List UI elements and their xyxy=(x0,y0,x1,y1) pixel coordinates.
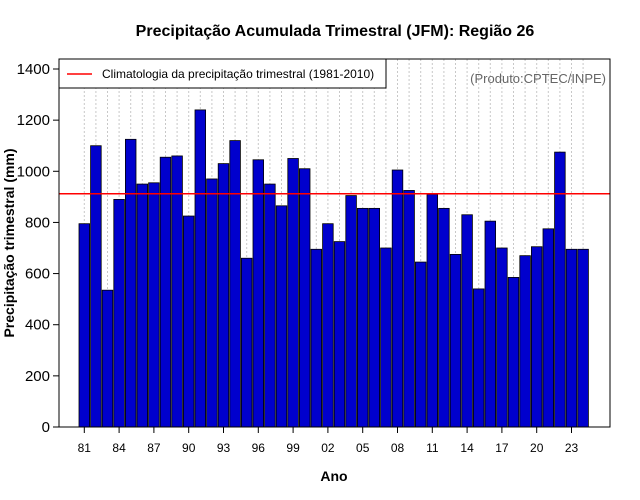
bar-1988 xyxy=(159,156,172,428)
bar-1982 xyxy=(90,145,102,428)
bar-2008 xyxy=(391,169,404,428)
y-tick-label: 1400 xyxy=(17,61,50,78)
bar-2010 xyxy=(414,261,427,428)
legend-label: Climatologia da precipitação trimestral … xyxy=(102,67,374,81)
legend: Climatologia da precipitação trimestral … xyxy=(58,58,387,89)
bar-1989 xyxy=(171,155,183,428)
x-tick-label: 96 xyxy=(252,441,266,455)
bar-2007 xyxy=(380,247,392,428)
source-note: (Produto:CPTEC/INPE) xyxy=(470,71,606,86)
bar-2015 xyxy=(472,288,485,428)
y-tick-label: 0 xyxy=(42,419,50,436)
bar-2014 xyxy=(461,214,473,428)
bar-1991 xyxy=(194,109,207,428)
x-tick-label: 05 xyxy=(356,441,370,455)
bar-2023 xyxy=(565,248,578,428)
bar-1990 xyxy=(182,215,195,428)
x-tick-label: 02 xyxy=(321,441,335,455)
bar-1987 xyxy=(148,182,160,428)
bar-1981 xyxy=(78,223,91,428)
bar-1984 xyxy=(113,199,125,428)
bar-1997 xyxy=(264,183,276,428)
bar-2004 xyxy=(345,195,357,428)
x-tick-label: 17 xyxy=(495,441,509,455)
bar-1993 xyxy=(217,163,230,428)
bar-2024 xyxy=(577,248,589,428)
bar-1983 xyxy=(101,289,114,428)
bar-1992 xyxy=(206,178,218,428)
bar-2012 xyxy=(438,207,450,428)
bar-1999 xyxy=(287,158,299,428)
bar-2009 xyxy=(403,190,415,428)
bar-2001 xyxy=(310,248,323,428)
legend-box xyxy=(58,58,387,89)
x-tick-label: 08 xyxy=(391,441,405,455)
y-axis-label: Precipitação trimestral (mm) xyxy=(1,148,17,337)
bar-2006 xyxy=(368,207,381,428)
chart-title: Precipitação Acumulada Trimestral (JFM):… xyxy=(136,23,535,40)
bar-2011 xyxy=(426,193,439,428)
y-tick-label: 400 xyxy=(25,317,50,334)
x-tick-label: 23 xyxy=(565,441,579,455)
x-tick-label: 87 xyxy=(147,441,161,455)
bar-2002 xyxy=(322,223,334,428)
x-tick-label: 84 xyxy=(112,441,126,455)
y-tick-label: 1200 xyxy=(17,112,50,129)
bars xyxy=(78,109,589,428)
y-tick-label: 800 xyxy=(25,214,50,231)
x-tick-label: 99 xyxy=(286,441,300,455)
bar-2003 xyxy=(333,241,346,428)
bar-1996 xyxy=(252,159,265,428)
x-tick-label: 93 xyxy=(217,441,231,455)
bar-1986 xyxy=(136,183,149,428)
x-tick-label: 14 xyxy=(460,441,474,455)
bar-2017 xyxy=(496,247,508,428)
bar-2016 xyxy=(484,220,497,428)
y-tick-label: 600 xyxy=(25,266,50,283)
y-tick-label: 200 xyxy=(25,368,50,385)
bar-1994 xyxy=(229,140,241,428)
bar-2005 xyxy=(356,207,369,428)
x-tick-label: 20 xyxy=(530,441,544,455)
x-tick-label: 11 xyxy=(426,441,439,455)
bar-2021 xyxy=(542,228,555,428)
bar-2000 xyxy=(298,168,311,428)
bar-2020 xyxy=(531,246,543,428)
bar-2018 xyxy=(507,277,520,428)
y-axis: 0 200 400 600 800 1000 1200 1400 xyxy=(17,61,59,436)
bar-1995 xyxy=(240,257,253,428)
y-tick-label: 1000 xyxy=(17,163,50,180)
x-tick-label: 81 xyxy=(78,441,92,455)
bar-1985 xyxy=(125,138,137,428)
x-tick-label: 90 xyxy=(182,441,196,455)
bar-2019 xyxy=(519,255,531,428)
bar-2013 xyxy=(449,253,462,428)
x-axis: 81 84 87 90 93 96 99 02 05 08 11 14 17 20 23 xyxy=(78,427,579,455)
x-axis-label: Ano xyxy=(320,468,347,484)
bar-1998 xyxy=(275,205,288,428)
